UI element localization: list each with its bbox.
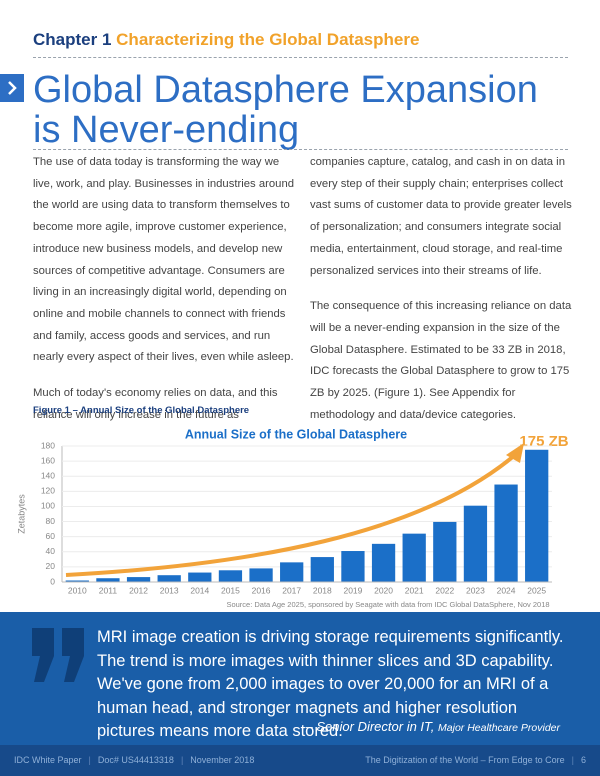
- paragraph: The use of data today is transforming th…: [33, 156, 295, 364]
- chart-title: Annual Size of the Global Datasphere: [185, 427, 407, 441]
- paragraph: The consequence of this increasing relia…: [310, 300, 572, 421]
- bar: [463, 505, 488, 582]
- bar: [96, 578, 120, 582]
- x-tick-label: 2024: [497, 585, 516, 595]
- bar: [249, 568, 273, 582]
- paragraph: Much of today's economy relies on data, …: [33, 387, 278, 421]
- quote-mark: [32, 628, 84, 682]
- footer-right: The Digitization of the World – From Edg…: [365, 755, 586, 765]
- y-tick-label: 160: [41, 455, 55, 465]
- page-number: 6: [580, 755, 586, 765]
- x-tick-label: 2023: [466, 585, 485, 595]
- chapter-number: Chapter 1: [33, 30, 112, 49]
- footer-item: Doc# US44413318: [97, 755, 174, 765]
- x-tick-label: 2010: [68, 585, 87, 595]
- x-tick-label: 2020: [374, 585, 393, 595]
- footer: IDC White Paper | Doc# US44413318 | November…: [0, 745, 600, 776]
- figure-caption: Figure 1 – Annual Size of the Global Dat…: [33, 405, 250, 416]
- quote-attribution: – Senior Director in IT, Major Healthcar…: [306, 719, 560, 734]
- quote-box: [0, 612, 600, 745]
- footer-item: IDC White Paper: [14, 755, 82, 765]
- x-tick-label: 2019: [343, 585, 362, 595]
- chart: Annual Size of the Global Datasphere Zeta…: [16, 427, 568, 609]
- y-axis-label: Zetabytes: [16, 494, 26, 534]
- x-tick-label: 2025: [527, 585, 546, 595]
- divider: [33, 149, 568, 150]
- organization: Major Healthcare Provider: [438, 722, 560, 734]
- y-tick-label: 80: [46, 516, 56, 526]
- y-tick-label: 40: [46, 546, 56, 556]
- bar: [341, 551, 365, 582]
- bar: [402, 533, 426, 582]
- bar: [157, 575, 181, 582]
- x-tick-label: 2013: [160, 585, 179, 595]
- bar: [126, 577, 151, 582]
- title-line: Global Datasphere Expansion: [33, 69, 538, 111]
- page-title: Global Datasphere Expansion is Never-end…: [33, 70, 538, 150]
- chevron-icon: [0, 74, 24, 102]
- x-tick-label: 2015: [221, 585, 240, 595]
- y-tick-label: 100: [41, 501, 55, 511]
- attribution: – Senior Director in IT,: [305, 719, 435, 734]
- trend-arrow: [65, 453, 517, 577]
- y-tick-label: 120: [41, 486, 55, 496]
- x-tick-label: 2012: [129, 585, 148, 595]
- bar: [218, 570, 243, 582]
- bar: [371, 543, 396, 582]
- x-tick-label: 2022: [435, 585, 454, 595]
- y-tick-label: 20: [46, 561, 56, 571]
- annotation: 175 ZB: [519, 433, 568, 450]
- bar: [65, 580, 89, 582]
- divider: [33, 57, 568, 58]
- bar: [188, 572, 212, 582]
- quote-text: MRI image creation is driving storage re…: [97, 628, 564, 740]
- bar: [494, 484, 518, 582]
- footer-item: November 2018: [190, 755, 255, 765]
- bar: [525, 449, 549, 582]
- arrow-head: [506, 443, 524, 463]
- chapter-title: Characterizing the Global Datasphere: [116, 30, 420, 49]
- paragraph: companies capture, catalog, and cash in …: [310, 156, 572, 277]
- right-column: companies capture, catalog, and cash in …: [310, 152, 572, 440]
- document-title: The Digitization of the World – From Edg…: [365, 755, 565, 765]
- bar: [280, 562, 304, 582]
- left-column: The use of data today is transforming th…: [33, 152, 295, 440]
- bar: [310, 557, 334, 582]
- x-tick-label: 2018: [313, 585, 332, 595]
- source-note: Source: Data Age 2025, sponsored by Seag…: [226, 600, 549, 609]
- y-tick-label: 140: [41, 470, 55, 480]
- chapter-heading: Chapter 1 Characterizing the Global Data…: [33, 30, 419, 50]
- title-line: is Never-ending: [33, 109, 300, 151]
- x-tick-label: 2014: [190, 585, 209, 595]
- y-tick-label: 0: [50, 576, 55, 586]
- bar: [433, 521, 457, 582]
- x-tick-label: 2011: [99, 585, 118, 595]
- x-tick-label: 2017: [282, 585, 301, 595]
- y-tick-label: 60: [46, 531, 56, 541]
- y-tick-label: 180: [41, 440, 55, 450]
- x-tick-label: 2021: [405, 585, 424, 595]
- x-tick-label: 2016: [252, 585, 271, 595]
- footer-left: IDC White Paper | Doc# US44413318 | November…: [14, 755, 255, 765]
